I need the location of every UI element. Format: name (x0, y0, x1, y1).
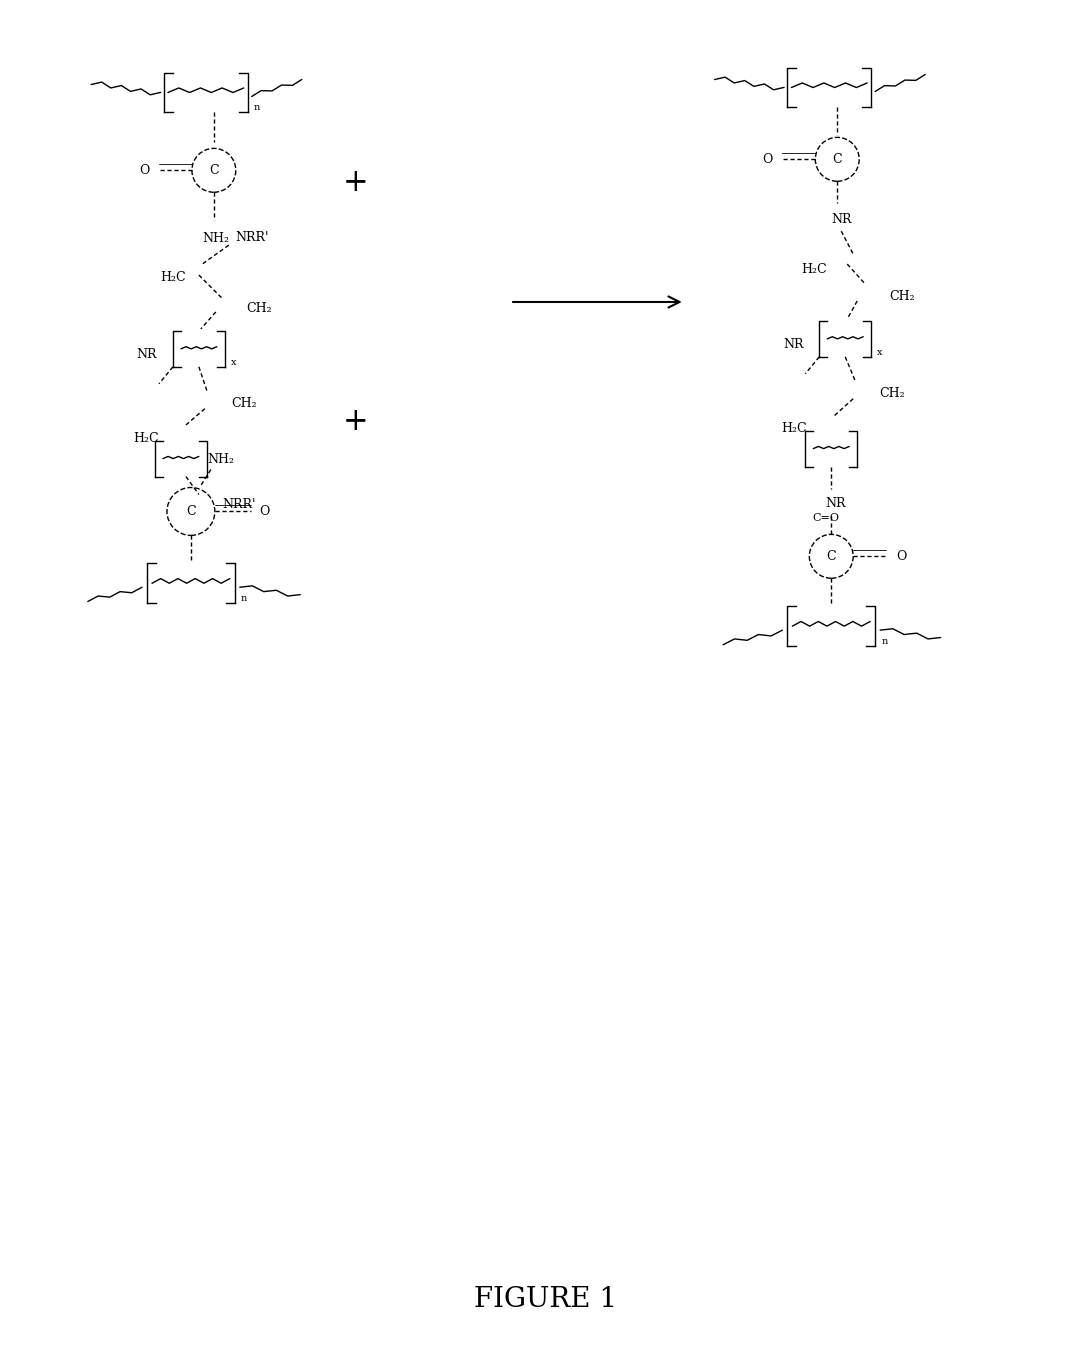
Text: H₂C: H₂C (802, 263, 828, 276)
Text: NRR': NRR' (236, 230, 270, 244)
Text: O: O (260, 505, 270, 518)
Text: FIGURE 1: FIGURE 1 (474, 1286, 618, 1313)
Text: O: O (895, 550, 906, 563)
Text: O: O (139, 163, 150, 177)
Text: NH₂: NH₂ (202, 232, 229, 244)
Text: +: + (343, 406, 368, 437)
Text: n: n (253, 103, 260, 112)
Text: NR: NR (826, 496, 845, 510)
Text: C=O: C=O (812, 513, 840, 524)
Text: n: n (240, 594, 247, 603)
Text: C: C (186, 505, 195, 518)
Text: C: C (832, 152, 842, 166)
Text: H₂C: H₂C (133, 432, 159, 446)
Text: H₂C: H₂C (161, 270, 186, 284)
Text: x: x (877, 348, 882, 356)
Text: NR: NR (831, 213, 852, 226)
Text: CH₂: CH₂ (230, 398, 257, 410)
Text: x: x (230, 358, 236, 367)
Text: H₂C: H₂C (782, 422, 807, 435)
Text: n: n (881, 638, 888, 646)
Text: +: + (343, 167, 368, 197)
Text: C: C (209, 163, 218, 177)
Text: CH₂: CH₂ (889, 291, 915, 303)
Text: C: C (827, 550, 836, 563)
Text: O: O (762, 152, 773, 166)
Text: NR: NR (136, 348, 157, 362)
Text: NH₂: NH₂ (207, 452, 235, 466)
Text: NR: NR (783, 339, 804, 351)
Text: NRR': NRR' (223, 498, 257, 511)
Text: CH₂: CH₂ (879, 387, 905, 400)
Text: CH₂: CH₂ (246, 303, 272, 315)
